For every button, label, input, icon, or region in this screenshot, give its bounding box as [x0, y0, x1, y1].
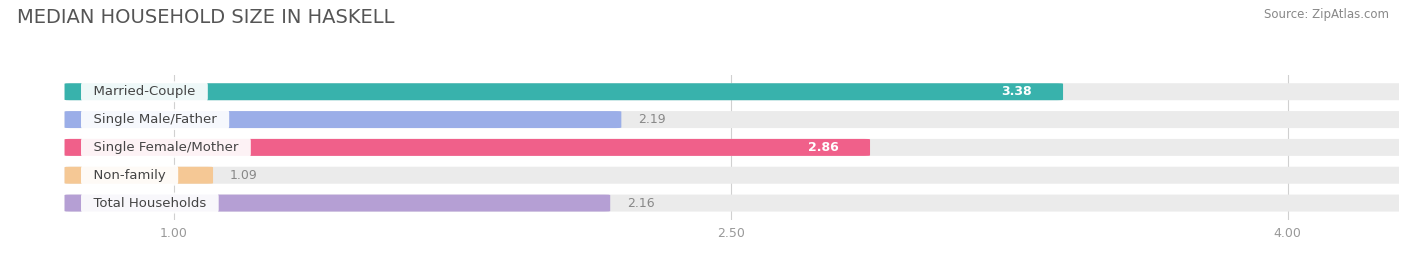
Text: MEDIAN HOUSEHOLD SIZE IN HASKELL: MEDIAN HOUSEHOLD SIZE IN HASKELL — [17, 8, 394, 27]
FancyBboxPatch shape — [65, 111, 621, 128]
Text: Total Households: Total Households — [84, 196, 215, 210]
FancyBboxPatch shape — [65, 139, 1405, 156]
Text: 3.38: 3.38 — [1001, 85, 1032, 98]
FancyBboxPatch shape — [65, 139, 870, 156]
Text: 2.86: 2.86 — [807, 141, 838, 154]
Text: 1.09: 1.09 — [229, 169, 257, 182]
Text: Source: ZipAtlas.com: Source: ZipAtlas.com — [1264, 8, 1389, 21]
Text: Married-Couple: Married-Couple — [84, 85, 204, 98]
FancyBboxPatch shape — [65, 111, 1405, 128]
FancyBboxPatch shape — [65, 83, 1405, 100]
Text: 2.19: 2.19 — [638, 113, 665, 126]
FancyBboxPatch shape — [65, 195, 1405, 211]
FancyBboxPatch shape — [65, 83, 1063, 100]
FancyBboxPatch shape — [65, 167, 214, 184]
Text: 2.16: 2.16 — [627, 196, 655, 210]
FancyBboxPatch shape — [65, 167, 1405, 184]
Text: Single Male/Father: Single Male/Father — [84, 113, 225, 126]
Text: Non-family: Non-family — [84, 169, 174, 182]
FancyBboxPatch shape — [65, 195, 610, 211]
Text: Single Female/Mother: Single Female/Mother — [84, 141, 247, 154]
